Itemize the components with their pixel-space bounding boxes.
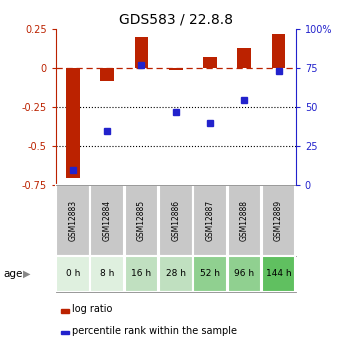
Text: log ratio: log ratio [72, 304, 113, 314]
Text: GSM12885: GSM12885 [137, 200, 146, 241]
Bar [61, 309, 69, 313]
Bar [159, 256, 193, 292]
Text: 96 h: 96 h [234, 269, 255, 278]
Bar [262, 186, 295, 256]
Bar [193, 186, 227, 256]
Bar [125, 186, 158, 256]
Bar [90, 186, 124, 256]
Text: 0 h: 0 h [66, 269, 80, 278]
Bar [56, 186, 90, 256]
Bar [169, 68, 183, 70]
Bar [100, 68, 114, 81]
Bar [203, 57, 217, 68]
Text: ▶: ▶ [23, 269, 30, 279]
Bar [56, 256, 90, 292]
Bar [193, 256, 227, 292]
Bar [66, 68, 80, 178]
Text: GSM12888: GSM12888 [240, 200, 249, 241]
Text: 144 h: 144 h [266, 269, 291, 278]
Bar [61, 331, 69, 334]
Text: 16 h: 16 h [131, 269, 151, 278]
Bar [125, 256, 158, 292]
Text: age: age [3, 269, 23, 279]
Text: GSM12889: GSM12889 [274, 200, 283, 241]
Bar [227, 256, 261, 292]
Text: GSM12883: GSM12883 [68, 200, 77, 241]
Bar [159, 186, 193, 256]
Bar [238, 48, 251, 68]
Bar [227, 186, 261, 256]
Bar [262, 256, 295, 292]
Text: GSM12884: GSM12884 [103, 200, 112, 241]
Text: percentile rank within the sample: percentile rank within the sample [72, 326, 237, 336]
Bar [90, 256, 124, 292]
Text: 8 h: 8 h [100, 269, 114, 278]
Bar [135, 37, 148, 68]
Bar [272, 34, 286, 68]
Text: 52 h: 52 h [200, 269, 220, 278]
Text: GSM12886: GSM12886 [171, 200, 180, 241]
Title: GDS583 / 22.8.8: GDS583 / 22.8.8 [119, 13, 233, 27]
Text: GSM12887: GSM12887 [206, 200, 215, 241]
Text: 28 h: 28 h [166, 269, 186, 278]
